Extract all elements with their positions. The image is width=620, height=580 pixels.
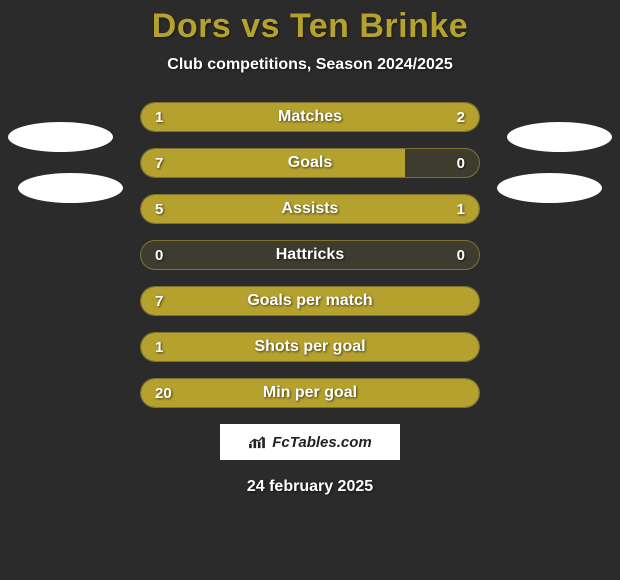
- stat-value-left: 0: [155, 241, 163, 269]
- player-right-badge: [507, 122, 612, 152]
- stat-value-right: 0: [457, 149, 465, 177]
- stat-bars: 12Matches70Goals51Assists00Hattricks7Goa…: [140, 102, 480, 408]
- stat-row: 70Goals: [140, 148, 480, 178]
- source-logo[interactable]: FcTables.com: [220, 424, 400, 460]
- bar-fill-full: [141, 333, 479, 361]
- date-label: 24 february 2025: [0, 478, 620, 496]
- comparison-card: Dors vs Ten Brinke Club competitions, Se…: [0, 0, 620, 580]
- title-vs: vs: [241, 7, 280, 45]
- stat-label: Hattricks: [141, 241, 479, 269]
- bar-fill-full: [141, 379, 479, 407]
- player-left-badge: [8, 122, 113, 152]
- bar-fill-full: [141, 287, 479, 315]
- bar-fill-right: [411, 195, 479, 223]
- bar-fill-left: [141, 103, 293, 131]
- stat-row: 51Assists: [140, 194, 480, 224]
- stat-value-right: 0: [457, 241, 465, 269]
- stat-row: 12Matches: [140, 102, 480, 132]
- page-title: Dors vs Ten Brinke: [0, 7, 620, 46]
- bar-fill-left: [141, 149, 405, 177]
- player-left-club: [18, 173, 123, 203]
- bar-fill-right: [293, 103, 479, 131]
- source-logo-text: FcTables.com: [272, 434, 371, 451]
- stat-row: 7Goals per match: [140, 286, 480, 316]
- chart-icon: [248, 435, 266, 449]
- player-right-name: Ten Brinke: [290, 7, 468, 45]
- player-right-club: [497, 173, 602, 203]
- player-left-name: Dors: [152, 7, 231, 45]
- stat-row: 0 0Hattricks: [140, 240, 480, 270]
- subtitle: Club competitions, Season 2024/2025: [0, 56, 620, 74]
- stat-row: 1Shots per goal: [140, 332, 480, 362]
- stat-row: 20Min per goal: [140, 378, 480, 408]
- bar-fill-left: [141, 195, 411, 223]
